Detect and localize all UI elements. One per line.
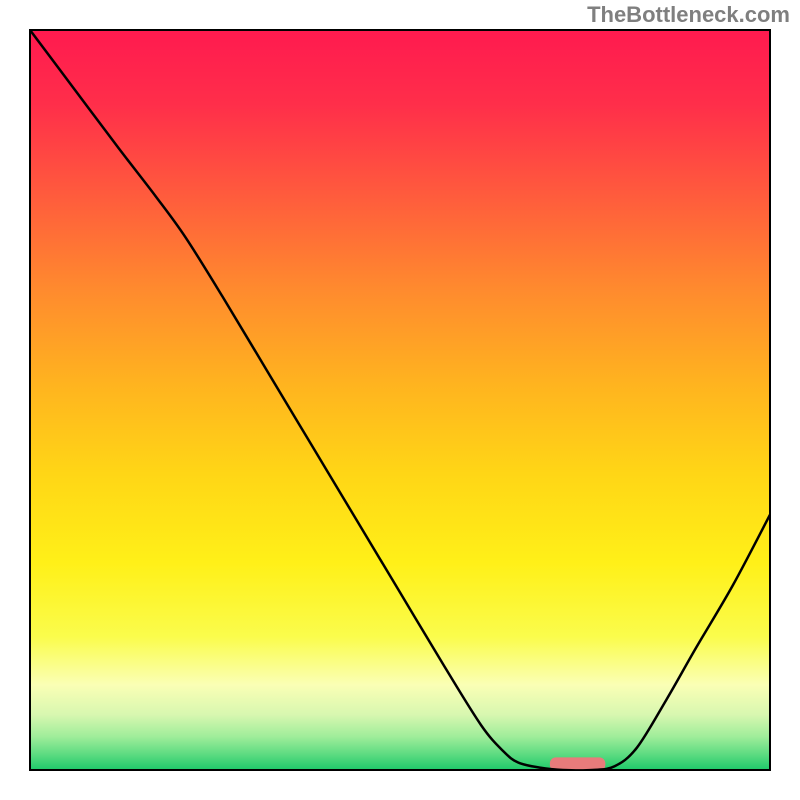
chart-container: TheBottleneck.com	[0, 0, 800, 800]
gradient-background	[30, 30, 770, 770]
chart-svg	[0, 0, 800, 800]
